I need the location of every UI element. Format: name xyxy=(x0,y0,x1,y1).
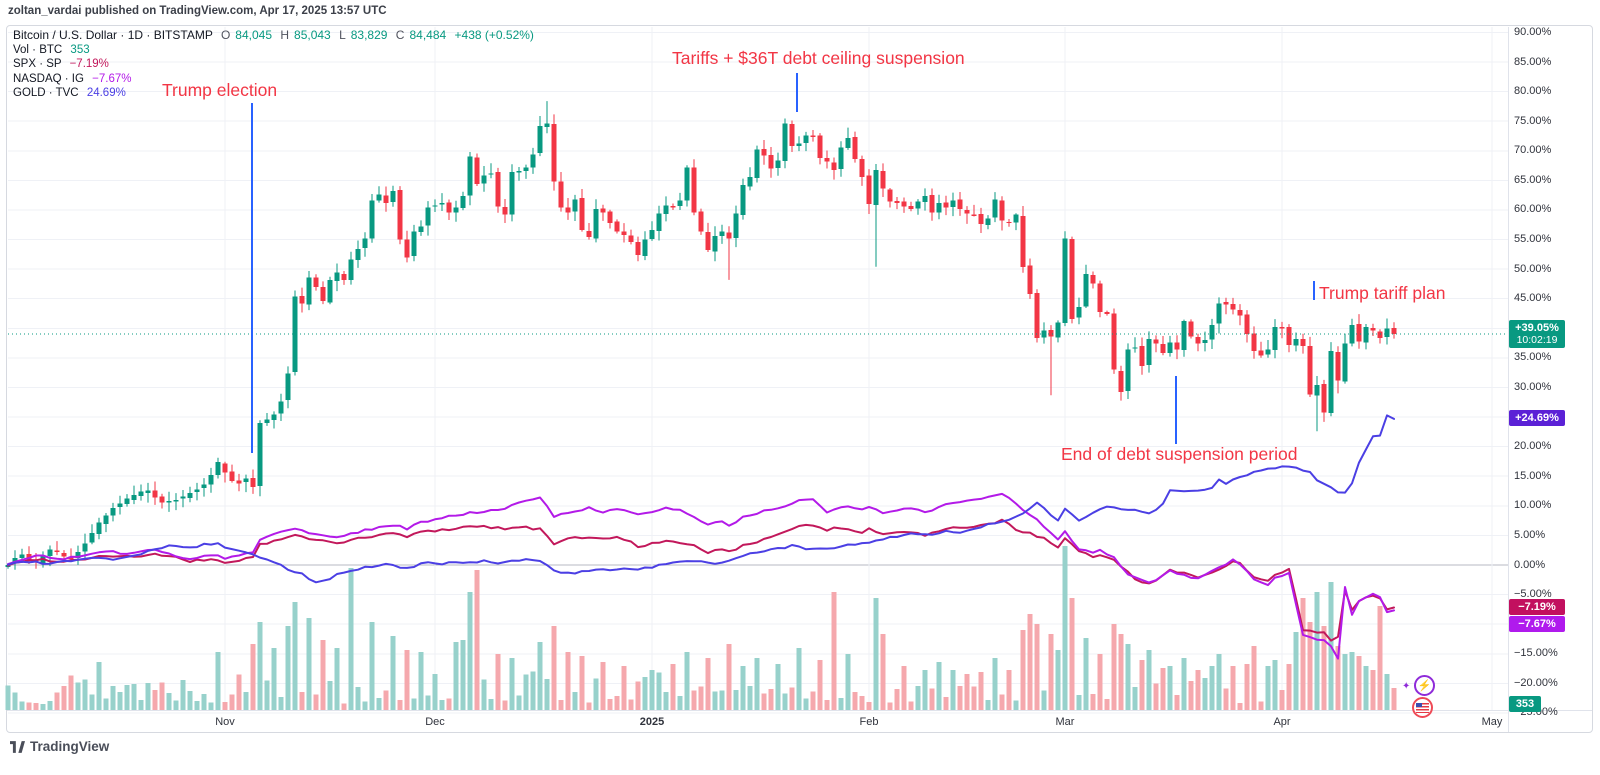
annotation-trump-tariff-plan: Trump tariff plan xyxy=(1319,283,1446,303)
price-axis-label: 55.00% xyxy=(1514,233,1552,246)
annotation-tariffs-debt-ceiling: Tariffs + $36T debt ceiling suspension xyxy=(672,48,965,68)
ohlc-low-key: L xyxy=(339,28,346,42)
indicator-name: SPX · SP xyxy=(13,58,62,70)
annotation-end-debt-suspension: End of debt suspension period xyxy=(1061,444,1298,464)
annotation-line-trump-election xyxy=(251,103,253,453)
ohlc-high-value: 85,043 xyxy=(294,28,331,42)
indicator-value: −7.19% xyxy=(69,58,109,70)
ohlc-close-key: C xyxy=(395,28,405,42)
indicator-name: Vol · BTC xyxy=(13,43,63,56)
indicator-name: GOLD · TVC xyxy=(13,87,79,99)
btc-last-price: +39.05% xyxy=(1515,322,1559,334)
btc-last-price-badge: +39.05% 10:02:19 xyxy=(1509,320,1565,348)
time-axis-label: 2025 xyxy=(639,716,665,728)
price-axis-label: 0.00% xyxy=(1514,558,1546,571)
time-axis-label: Apr xyxy=(1273,716,1291,728)
lightning-event-icon[interactable]: ⚡ xyxy=(1414,675,1435,696)
price-axis-label: −20.00% xyxy=(1514,676,1558,689)
time-axis-label: Mar xyxy=(1055,716,1075,728)
ohlc-open-key: O xyxy=(220,28,231,42)
indicator-value: −7.67% xyxy=(92,72,132,85)
price-axis-label: 70.00% xyxy=(1514,144,1552,157)
price-axis-label: 15.00% xyxy=(1514,469,1552,482)
indicator-row-volume[interactable]: Vol · BTC 353 xyxy=(13,43,534,58)
gold-last-value-badge: +24.69% xyxy=(1509,410,1565,426)
time-axis-label: Nov xyxy=(215,716,235,728)
time-axis-label: Dec xyxy=(425,716,445,728)
price-axis-label: 30.00% xyxy=(1514,380,1552,393)
price-axis-label: −5.00% xyxy=(1514,588,1552,601)
annotation-trump-election: Trump election xyxy=(162,80,278,100)
price-axis-label: 20.00% xyxy=(1514,440,1552,453)
indicator-row-gold[interactable]: GOLD · TVC 24.69% xyxy=(13,86,534,101)
price-axis-label: 5.00% xyxy=(1514,528,1546,541)
indicator-value: 353 xyxy=(70,43,90,56)
time-axis-label: Feb xyxy=(859,716,879,728)
nasdaq-last-value-badge: −7.67% xyxy=(1509,616,1565,632)
price-axis-label: 45.00% xyxy=(1514,292,1552,305)
price-axis-label: 65.00% xyxy=(1514,173,1552,186)
tradingview-attribution[interactable]: TradingView xyxy=(10,739,109,754)
us-flag-icon xyxy=(1416,702,1429,713)
ohlc-high-key: H xyxy=(280,28,290,42)
tradingview-logo-icon xyxy=(10,740,25,753)
price-axis-label: 75.00% xyxy=(1514,114,1552,127)
volume-last-value-badge: 353 xyxy=(1509,696,1541,712)
ohlc-close-value: 84,484 xyxy=(409,28,447,42)
indicator-row-nasdaq[interactable]: NASDAQ · IG −7.67% xyxy=(13,72,534,87)
published-header: zoltan_vardai published on TradingView.c… xyxy=(8,5,387,17)
annotation-line-tariff-plan xyxy=(1313,281,1315,300)
spx-last-value-badge: −7.19% xyxy=(1509,599,1565,615)
price-axis-label: 10.00% xyxy=(1514,499,1552,512)
price-axis-label: 85.00% xyxy=(1514,55,1552,68)
indicator-value: 24.69% xyxy=(86,87,126,99)
price-axis-label: −15.00% xyxy=(1514,647,1558,660)
price-axis-label: 35.00% xyxy=(1514,351,1552,364)
annotation-line-end-debt xyxy=(1175,376,1177,444)
bar-countdown: 10:02:19 xyxy=(1516,334,1558,346)
published-text: zoltan_vardai published on TradingView.c… xyxy=(8,5,387,17)
change-value: +438 (+0.52%) xyxy=(454,28,534,42)
us-flag-event-icon[interactable] xyxy=(1412,697,1433,718)
price-axis-label: 90.00% xyxy=(1514,25,1552,38)
time-axis-label: May xyxy=(1481,716,1503,728)
price-axis-label: 80.00% xyxy=(1514,85,1552,98)
price-axis-label: 50.00% xyxy=(1514,262,1552,275)
symbol-title: Bitcoin / U.S. Dollar · 1D · BITSTAMP xyxy=(13,28,213,42)
price-axis-label: 60.00% xyxy=(1514,203,1552,216)
indicator-name: NASDAQ · IG xyxy=(13,72,84,85)
tradingview-brand-text: TradingView xyxy=(30,739,110,754)
ohlc-open-value: 84,045 xyxy=(235,28,272,42)
sparkle-icon: ✦ xyxy=(1402,681,1411,692)
ohlc-low-value: 83,829 xyxy=(350,28,388,42)
annotation-line-tariffs xyxy=(796,73,798,112)
indicator-row-spx[interactable]: SPX · SP −7.19% xyxy=(13,57,534,72)
